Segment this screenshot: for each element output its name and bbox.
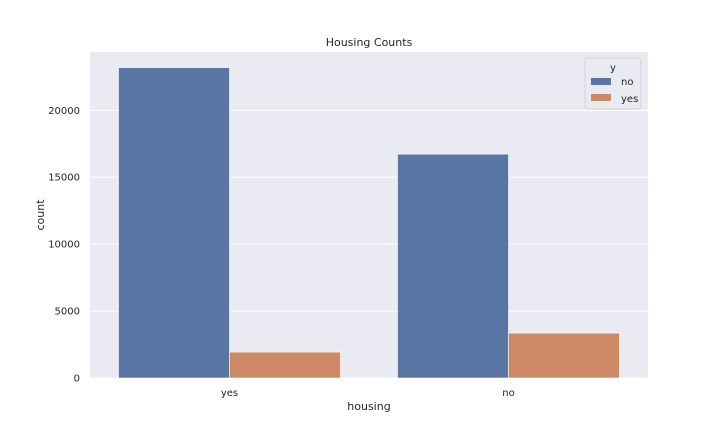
bar-no-yes — [508, 332, 620, 379]
y-tick-label: 5000 — [55, 307, 80, 318]
y-tick-label: 15000 — [48, 173, 80, 184]
bar-yes-no — [118, 67, 230, 379]
bars — [118, 67, 620, 379]
y-tick-label: 10000 — [48, 240, 80, 251]
x-tick-label-yes: yes — [221, 388, 238, 399]
legend: y no yes — [584, 57, 642, 110]
bar-no-no — [397, 153, 509, 379]
x-tick-label-no: no — [502, 388, 514, 399]
legend-label-yes: yes — [621, 94, 638, 105]
legend-swatch-no — [591, 78, 611, 85]
x-axis-label: housing — [347, 400, 390, 413]
chart-title: Housing Counts — [326, 36, 413, 49]
bar-yes-yes — [229, 351, 341, 379]
y-axis-ticks: 0 5000 10000 15000 20000 — [48, 106, 80, 385]
y-tick-label: 0 — [74, 374, 80, 385]
x-axis-ticks: yes no — [221, 388, 515, 399]
legend-label-no: no — [621, 77, 633, 88]
legend-title: y — [610, 63, 616, 74]
y-axis-label: count — [34, 199, 47, 231]
legend-swatch-yes — [591, 94, 611, 101]
y-tick-label: 20000 — [48, 106, 80, 117]
